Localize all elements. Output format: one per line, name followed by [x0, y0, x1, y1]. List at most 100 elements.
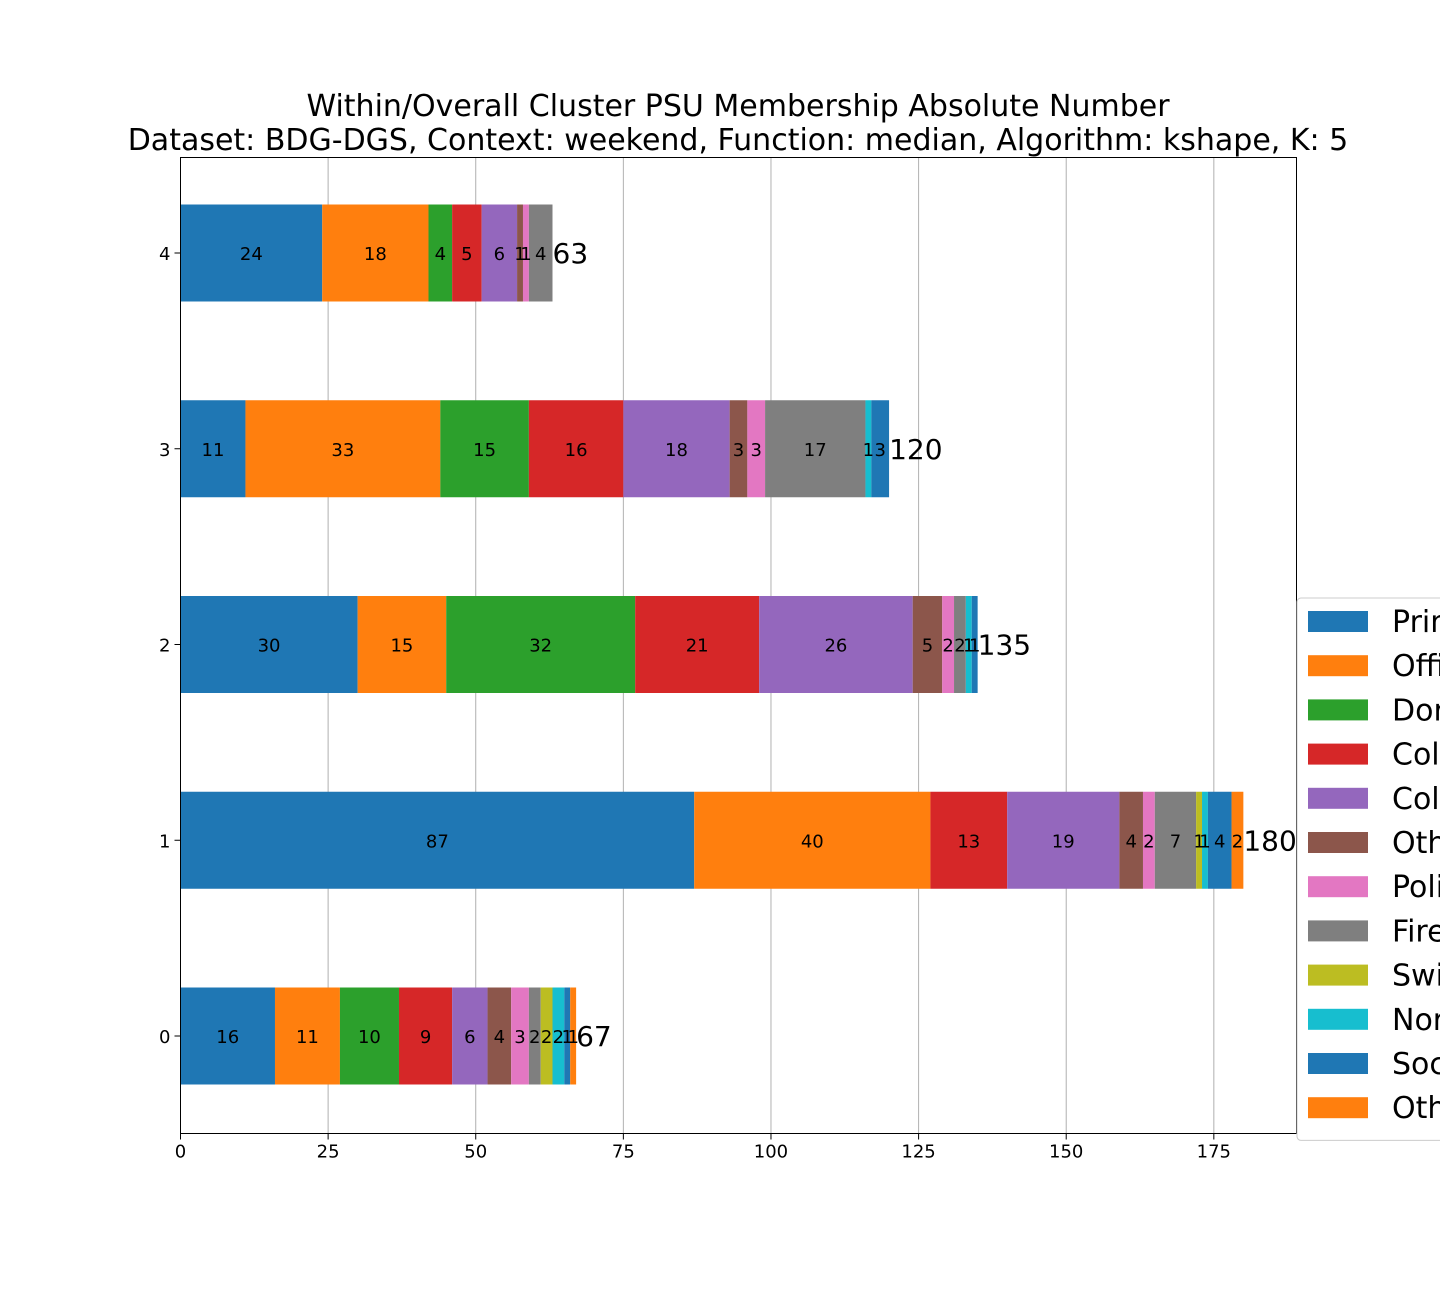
- bar-segment: [180, 987, 275, 1085]
- bar-segment: [428, 204, 453, 302]
- legend-swatch: [1308, 964, 1368, 986]
- y-tick-label: 0: [159, 1027, 170, 1048]
- bars: [180, 204, 1244, 1085]
- bar-segment: [694, 791, 931, 889]
- bar-segment: [865, 400, 872, 498]
- bar-segment: [398, 987, 453, 1085]
- bar-segment: [180, 791, 695, 889]
- x-tick-label: 0: [175, 1142, 186, 1163]
- bar-segment: [765, 400, 866, 498]
- bar-segment-label: 16: [216, 1027, 239, 1048]
- bar-segment-label: 3: [733, 440, 744, 461]
- bar-segment-label: 5: [461, 244, 472, 265]
- legend-frame: [1296, 597, 1440, 1141]
- bar-segment: [511, 987, 529, 1085]
- bar-total-label: 120: [889, 433, 942, 466]
- bar-segment-label: 1: [562, 1027, 573, 1048]
- legend-swatch: [1308, 1053, 1368, 1074]
- bar-segment: [528, 204, 553, 302]
- legend-swatch: [1308, 699, 1368, 721]
- bar-total-label: 67: [576, 1020, 612, 1053]
- bar-segment: [747, 400, 766, 498]
- bar-segment-label: 9: [420, 1027, 431, 1048]
- legend-label: Poli: [1392, 870, 1440, 905]
- bar-segment: [570, 987, 577, 1085]
- bar-segment: [1154, 791, 1197, 889]
- x-tick-label: 100: [754, 1142, 788, 1163]
- bar-segment: [564, 987, 571, 1085]
- bar-segment-label: 3: [874, 440, 885, 461]
- bar-segment-label: 18: [665, 440, 688, 461]
- bar-segment: [540, 987, 553, 1085]
- bar-segment-label: 5: [922, 636, 933, 657]
- bar-segment: [552, 987, 565, 1085]
- bar-segment: [954, 596, 966, 693]
- bar-segment: [245, 400, 441, 498]
- legend-label: Nor: [1392, 1003, 1440, 1038]
- legend-label: Prim: [1392, 605, 1440, 640]
- x-tick-label: 75: [612, 1142, 635, 1163]
- bar-segment: [965, 596, 972, 693]
- bar-segment: [1142, 791, 1155, 889]
- bar-segment-label: 1: [520, 244, 531, 265]
- bar-segment: [971, 596, 978, 693]
- bar-segment: [1196, 791, 1203, 889]
- bar-segment-label: 1: [1199, 831, 1210, 852]
- bar-total-label: 180: [1243, 824, 1296, 857]
- bar-segment: [759, 596, 913, 693]
- bar-segment-label: 33: [331, 440, 354, 461]
- bar-segment: [729, 400, 748, 498]
- legend-swatch: [1308, 876, 1368, 898]
- y-tick-label: 4: [159, 244, 170, 265]
- bar-segment: [322, 204, 429, 302]
- legend-label: Col: [1392, 782, 1440, 817]
- legend-label: Offi: [1392, 649, 1440, 684]
- bar-segment: [180, 596, 358, 693]
- bar-segment-label: 3: [750, 440, 761, 461]
- chart-title: Within/Overall Cluster PSU Membership Ab…: [306, 89, 1170, 124]
- bar-segment-label: 30: [258, 636, 281, 657]
- bar-segment-label: 15: [390, 636, 413, 657]
- legend-swatch: [1308, 743, 1368, 765]
- legend-label: Soc: [1392, 1047, 1440, 1082]
- legend-swatch: [1308, 920, 1368, 942]
- bar-segment-label: 1: [514, 244, 525, 265]
- bar-segment: [446, 596, 636, 693]
- bar-segment-label: 4: [535, 244, 546, 265]
- bar-segment: [528, 400, 624, 498]
- bar-segment-label: 19: [1052, 831, 1075, 852]
- bar-segment-label: 4: [494, 1027, 505, 1048]
- bar-segment: [452, 204, 482, 302]
- bar-segment-label: 6: [464, 1027, 475, 1048]
- bar-segment-label: 1: [1193, 831, 1204, 852]
- bar-segment-label: 87: [426, 831, 449, 852]
- bar-segment-label: 2: [1143, 831, 1154, 852]
- legend-label: Col: [1392, 738, 1440, 773]
- bar-segment: [517, 204, 523, 302]
- bar-segment: [1119, 791, 1143, 889]
- bar-segment-label: 3: [514, 1027, 525, 1048]
- x-tick-label: 25: [317, 1142, 340, 1163]
- bar-segment: [357, 596, 447, 693]
- bar-segment: [930, 791, 1008, 889]
- bar-segment-label: 2: [553, 1027, 564, 1048]
- bar-segment-label: 1: [969, 636, 980, 657]
- bar-segment-label: 4: [1125, 831, 1136, 852]
- legend-label: Oth: [1392, 1091, 1440, 1126]
- bar-segment-label: 10: [358, 1027, 381, 1048]
- y-tick-label: 3: [159, 440, 170, 461]
- bar-segment-label: 21: [686, 636, 709, 657]
- legend-label: Oth: [1392, 826, 1440, 861]
- bar-segment: [522, 204, 529, 302]
- bar-segment: [481, 204, 518, 302]
- bar-segment: [180, 400, 246, 498]
- bar-segment-label: 2: [954, 636, 965, 657]
- bar-segment-label: 15: [473, 440, 496, 461]
- bar-segment-label: 1: [963, 636, 974, 657]
- chart-subtitle: Dataset: BDG-DGS, Context: weekend, Func…: [128, 123, 1349, 158]
- bar-segment-label: 16: [565, 440, 588, 461]
- y-tick-label: 2: [159, 636, 170, 657]
- bar-segment-label: 26: [824, 636, 847, 657]
